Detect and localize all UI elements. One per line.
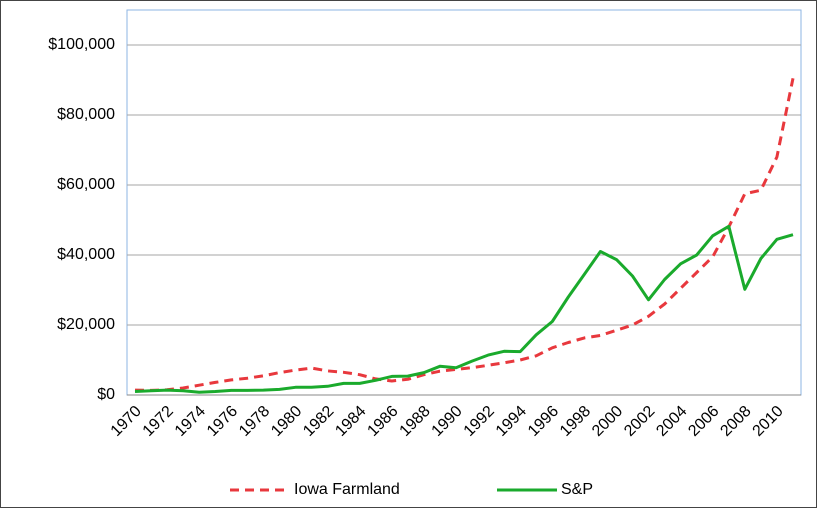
y-tick-label: $0: [97, 386, 115, 403]
y-tick-label: $40,000: [57, 246, 115, 263]
series-line: [134, 77, 795, 392]
y-tick-label: $20,000: [57, 316, 115, 333]
series-line: [134, 224, 794, 394]
y-tick-label: $100,000: [48, 36, 115, 53]
y-tick-label: $60,000: [57, 176, 115, 193]
y-tick-label: $80,000: [57, 106, 115, 123]
legend-label: Iowa Farmland: [294, 481, 400, 498]
legend-label: S&P: [561, 481, 593, 498]
